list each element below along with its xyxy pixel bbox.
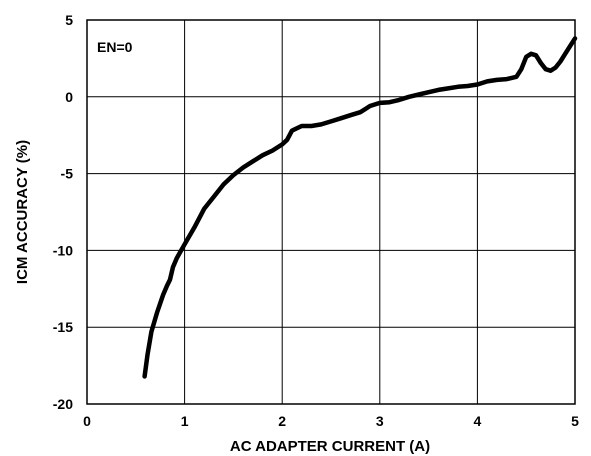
- y-tick-label-2: -10: [53, 242, 73, 258]
- x-tick-label-0: 0: [83, 413, 91, 429]
- y-tick-label-1: -15: [53, 319, 73, 335]
- y-tick-label-0: -20: [53, 396, 73, 412]
- x-tick-label-2: 2: [278, 413, 286, 429]
- plot-frame: [86, 19, 576, 405]
- y-axis-title: ICM ACCURACY (%): [14, 140, 31, 284]
- annotation-label: EN=0: [97, 39, 133, 55]
- x-tick-label-1: 1: [181, 413, 189, 429]
- x-tick-label-5: 5: [571, 413, 579, 429]
- y-tick-labels: -20 -15 -10 -5 0 5: [53, 12, 73, 412]
- series-line: [142, 36, 578, 379]
- x-axis-title: AC ADAPTER CURRENT (A): [230, 438, 430, 455]
- y-tick-label-5: 5: [65, 12, 73, 28]
- y-tick-label-3: -5: [61, 166, 74, 182]
- x-tick-label-4: 4: [474, 413, 482, 429]
- x-tick-labels: 0 1 2 3 4 5: [83, 413, 579, 429]
- x-tick-label-3: 3: [376, 413, 384, 429]
- y-tick-label-4: 0: [65, 89, 73, 105]
